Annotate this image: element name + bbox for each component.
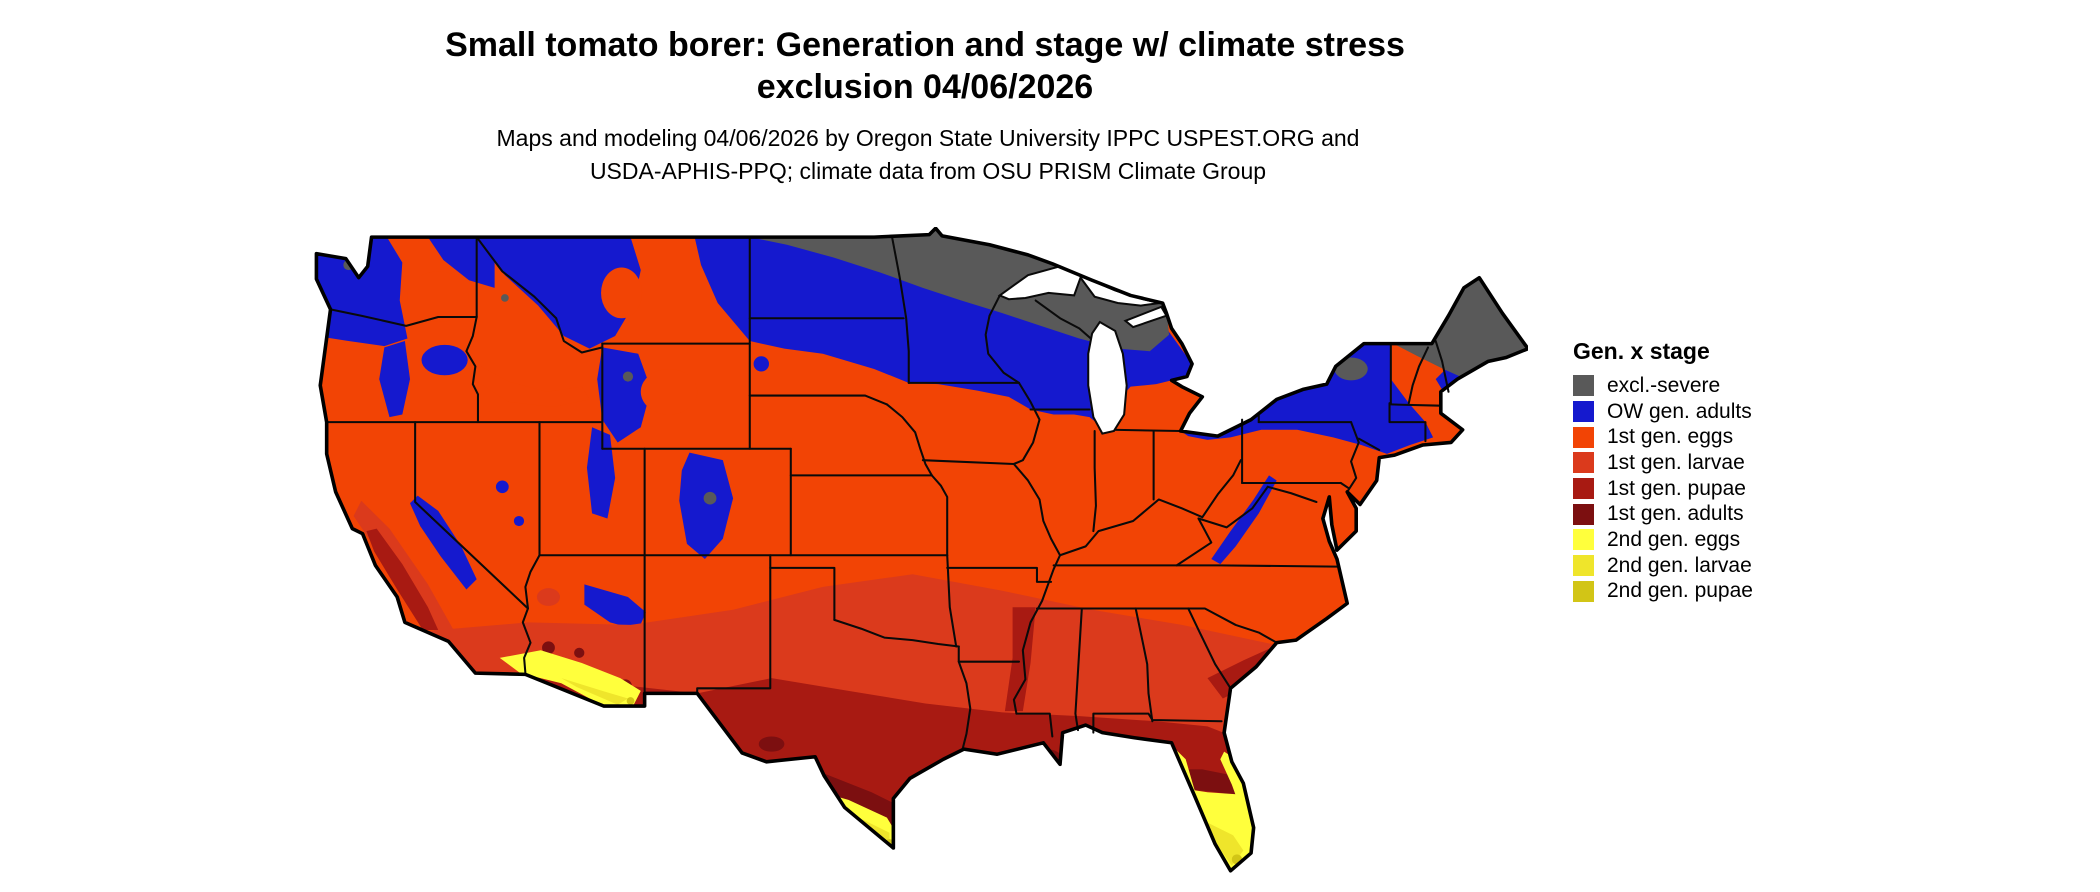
legend-item: 1st gen. adults [1573,501,1753,527]
legend-swatch [1573,555,1594,577]
legend-item: excl.-severe [1573,373,1753,399]
us-outline [314,227,1528,873]
legend-label: 2nd gen. larvae [1607,553,1752,577]
legend-swatch [1573,529,1594,551]
map-title-line1: Small tomato borer: Generation and stage… [445,26,1405,64]
map-title: Small tomato borer: Generation and stage… [0,24,1850,108]
legend-label: OW gen. adults [1607,399,1752,423]
legend-item: 1st gen. eggs [1573,424,1753,450]
us-map [310,227,1528,886]
legend-swatch [1573,452,1594,474]
legend-item: 1st gen. pupae [1573,476,1753,502]
legend-swatch [1573,375,1594,397]
state-borders [325,236,1450,751]
legend-label: 1st gen. adults [1607,502,1744,526]
map-subtitle: Maps and modeling 04/06/2026 by Oregon S… [0,122,1856,188]
lake-michigan [1087,320,1128,435]
us-map-svg [314,227,1528,873]
legend-item: 2nd gen. pupae [1573,579,1753,605]
map-subtitle-line1: Maps and modeling 04/06/2026 by Oregon S… [496,125,1360,151]
map-color-layers [316,228,1528,871]
legend-label: 2nd gen. eggs [1607,527,1741,551]
legend-label: excl.-severe [1607,373,1721,397]
legend-label: 1st gen. pupae [1607,476,1746,500]
legend-item: OW gen. adults [1573,399,1753,425]
legend-label: 2nd gen. pupae [1607,579,1753,603]
legend-item: 2nd gen. eggs [1573,527,1753,553]
legend-label: 1st gen. eggs [1607,425,1734,449]
legend-item: 1st gen. larvae [1573,450,1753,476]
map-subtitle-line2: USDA-APHIS-PPQ; climate data from OSU PR… [589,158,1267,184]
map-title-line2: exclusion 04/06/2026 [756,68,1094,106]
legend-swatch [1573,401,1594,423]
legend-item: 2nd gen. larvae [1573,553,1753,579]
legend-title: Gen. x stage [1573,338,1710,364]
legend-swatch [1573,503,1594,525]
legend-swatch [1573,426,1594,448]
legend-label: 1st gen. larvae [1607,450,1745,474]
legend-swatch [1573,580,1594,602]
legend: Gen. x stage excl.-severe OW gen. adults… [1573,338,1753,604]
legend-swatch [1573,478,1594,500]
map-layer-eggs-patches [407,267,698,415]
